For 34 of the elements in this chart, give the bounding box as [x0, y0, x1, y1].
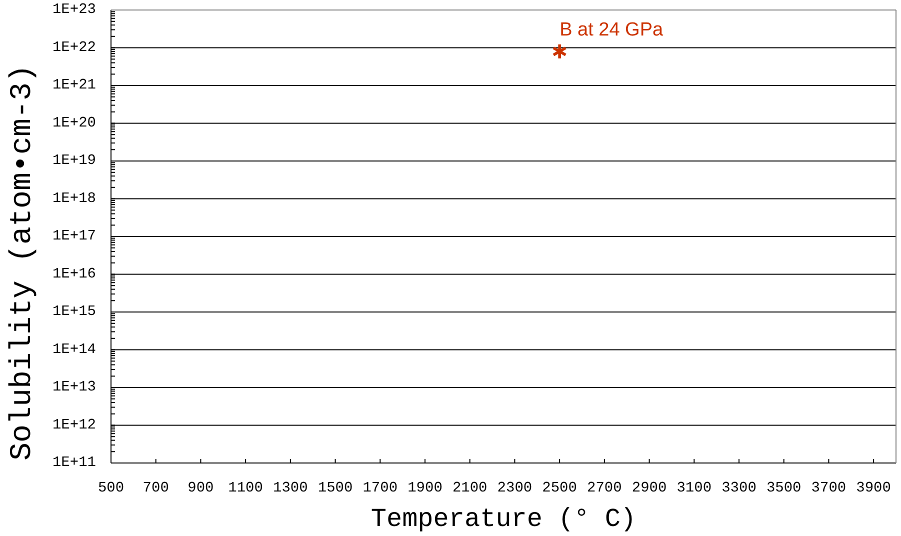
- x-axis-title: Temperature (° C): [370, 504, 636, 534]
- y-tick-label: 1E+17: [52, 228, 96, 244]
- x-tick-label: 1300: [273, 480, 308, 496]
- y-tick-label: 1E+15: [52, 304, 96, 320]
- x-tick-label: 3700: [811, 480, 846, 496]
- x-tick-label: 3300: [722, 480, 756, 496]
- y-tick-label: 1E+19: [52, 153, 96, 169]
- x-tick-label: 1700: [362, 480, 398, 496]
- x-tick-label: 1500: [318, 480, 353, 496]
- annotation: B at 24 GPa: [560, 19, 664, 40]
- x-tick-label: 900: [188, 480, 214, 496]
- x-tick-label: 2900: [632, 480, 667, 496]
- x-tick-label: 500: [98, 480, 124, 496]
- y-tick-label: 1E+21: [52, 78, 96, 94]
- y-tick-label: 1E+20: [52, 115, 96, 132]
- x-tick-label: 2300: [497, 480, 532, 496]
- y-tick-label: 1E+23: [52, 2, 96, 18]
- y-tick-label: 1E+18: [52, 190, 96, 207]
- x-tick-label: 1100: [228, 480, 263, 496]
- x-tick-label: 2500: [542, 480, 577, 496]
- x-tick-label: 2100: [452, 480, 488, 496]
- y-tick-label: 1E+16: [52, 266, 96, 282]
- y-axis-title: Solubility (atom•cm-3): [6, 64, 40, 461]
- x-tick-label: 3100: [676, 480, 712, 496]
- x-tick-label: 1900: [408, 480, 442, 496]
- x-tick-label: 700: [142, 480, 169, 496]
- y-tick-label: 1E+13: [52, 380, 96, 396]
- x-tick-label: 2700: [587, 480, 622, 496]
- y-tick-label: 1E+22: [52, 40, 96, 56]
- x-tick-label: 3900: [856, 480, 891, 496]
- y-tick-label: 1E+12: [52, 417, 96, 434]
- x-tick-label: 3500: [766, 480, 802, 496]
- y-tick-label: 1E+11: [52, 455, 96, 471]
- y-tick-label: 1E+14: [52, 342, 96, 358]
